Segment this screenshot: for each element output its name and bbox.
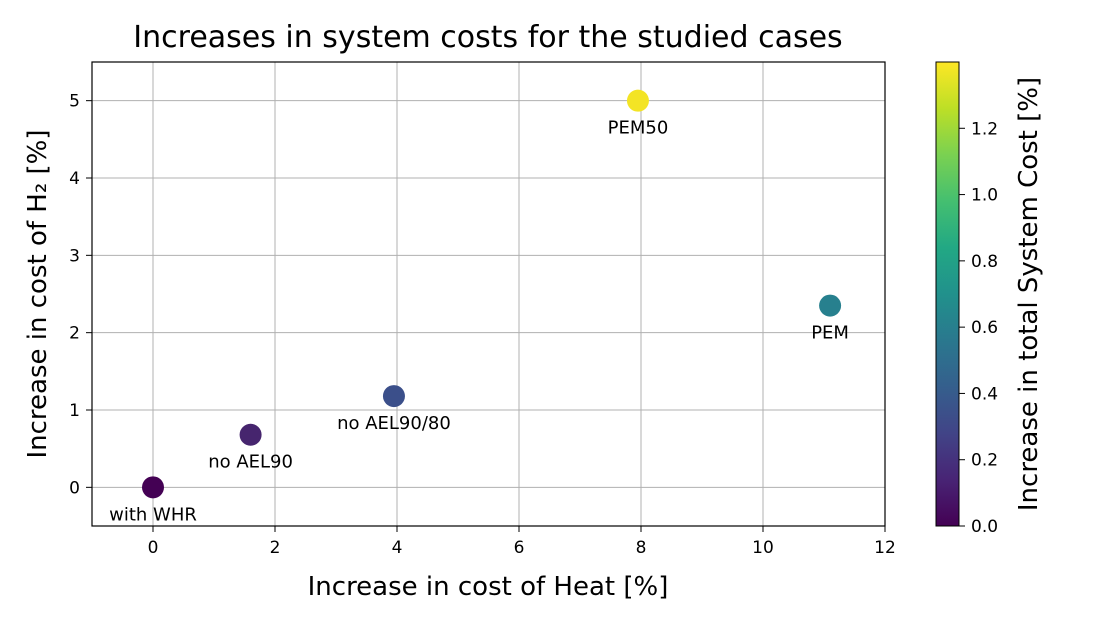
colorbar-tick-label: 1.2 — [971, 119, 998, 139]
colorbar-tick-label: 0.2 — [971, 451, 998, 471]
data-point-label: PEM — [811, 323, 849, 344]
grid — [92, 62, 886, 526]
x-tick-label: 8 — [636, 538, 647, 558]
x-tick-label: 4 — [392, 538, 403, 558]
y-tick-label: 0 — [69, 478, 80, 498]
x-tick-label: 12 — [874, 538, 896, 558]
data-point — [382, 385, 405, 408]
data-point-label: no AEL90 — [208, 452, 293, 473]
colorbar-tick-label: 0.4 — [971, 384, 998, 404]
x-axis-title: Increase in cost of Heat [%] — [308, 572, 669, 602]
x-axis: 0 2 4 6 8 10 12 — [148, 526, 896, 558]
data-point-label: no AEL90/80 — [337, 413, 451, 434]
data-point — [819, 294, 842, 317]
data-point — [626, 89, 649, 112]
data-point — [239, 423, 262, 446]
y-axis-title: Increase in cost of H₂ [%] — [23, 129, 53, 458]
data-point-label: PEM50 — [608, 118, 669, 139]
y-tick-label: 2 — [69, 324, 80, 344]
y-tick-label: 4 — [69, 169, 80, 189]
y-axis: 0 1 2 3 4 5 — [69, 92, 92, 498]
colorbar-tick-label: 0.6 — [971, 318, 998, 338]
x-tick-label: 10 — [752, 538, 774, 558]
x-tick-label: 2 — [270, 538, 281, 558]
colorbar-tick-label: 0.0 — [971, 517, 998, 537]
colorbar — [935, 61, 960, 527]
x-tick-label: 6 — [514, 538, 525, 558]
data-point — [142, 476, 164, 499]
data-point-label: with WHR — [109, 504, 197, 525]
colorbar-axis: 0.0 0.2 0.4 0.6 0.8 1.0 1.2 — [959, 119, 998, 537]
chart-title: Increases in system costs for the studie… — [133, 20, 842, 55]
y-tick-label: 1 — [69, 401, 80, 421]
colorbar-title: Increase in total System Cost [%] — [1014, 77, 1044, 511]
y-tick-label: 5 — [69, 92, 80, 112]
colorbar-tick-label: 1.0 — [971, 186, 998, 206]
y-tick-label: 3 — [69, 246, 80, 266]
plot-frame — [91, 61, 886, 527]
colorbar-tick-label: 0.8 — [971, 252, 998, 272]
data-points: with WHR no AEL90 no AEL90/80 PEM50 PEM — [109, 89, 849, 525]
x-tick-label: 0 — [148, 538, 159, 558]
